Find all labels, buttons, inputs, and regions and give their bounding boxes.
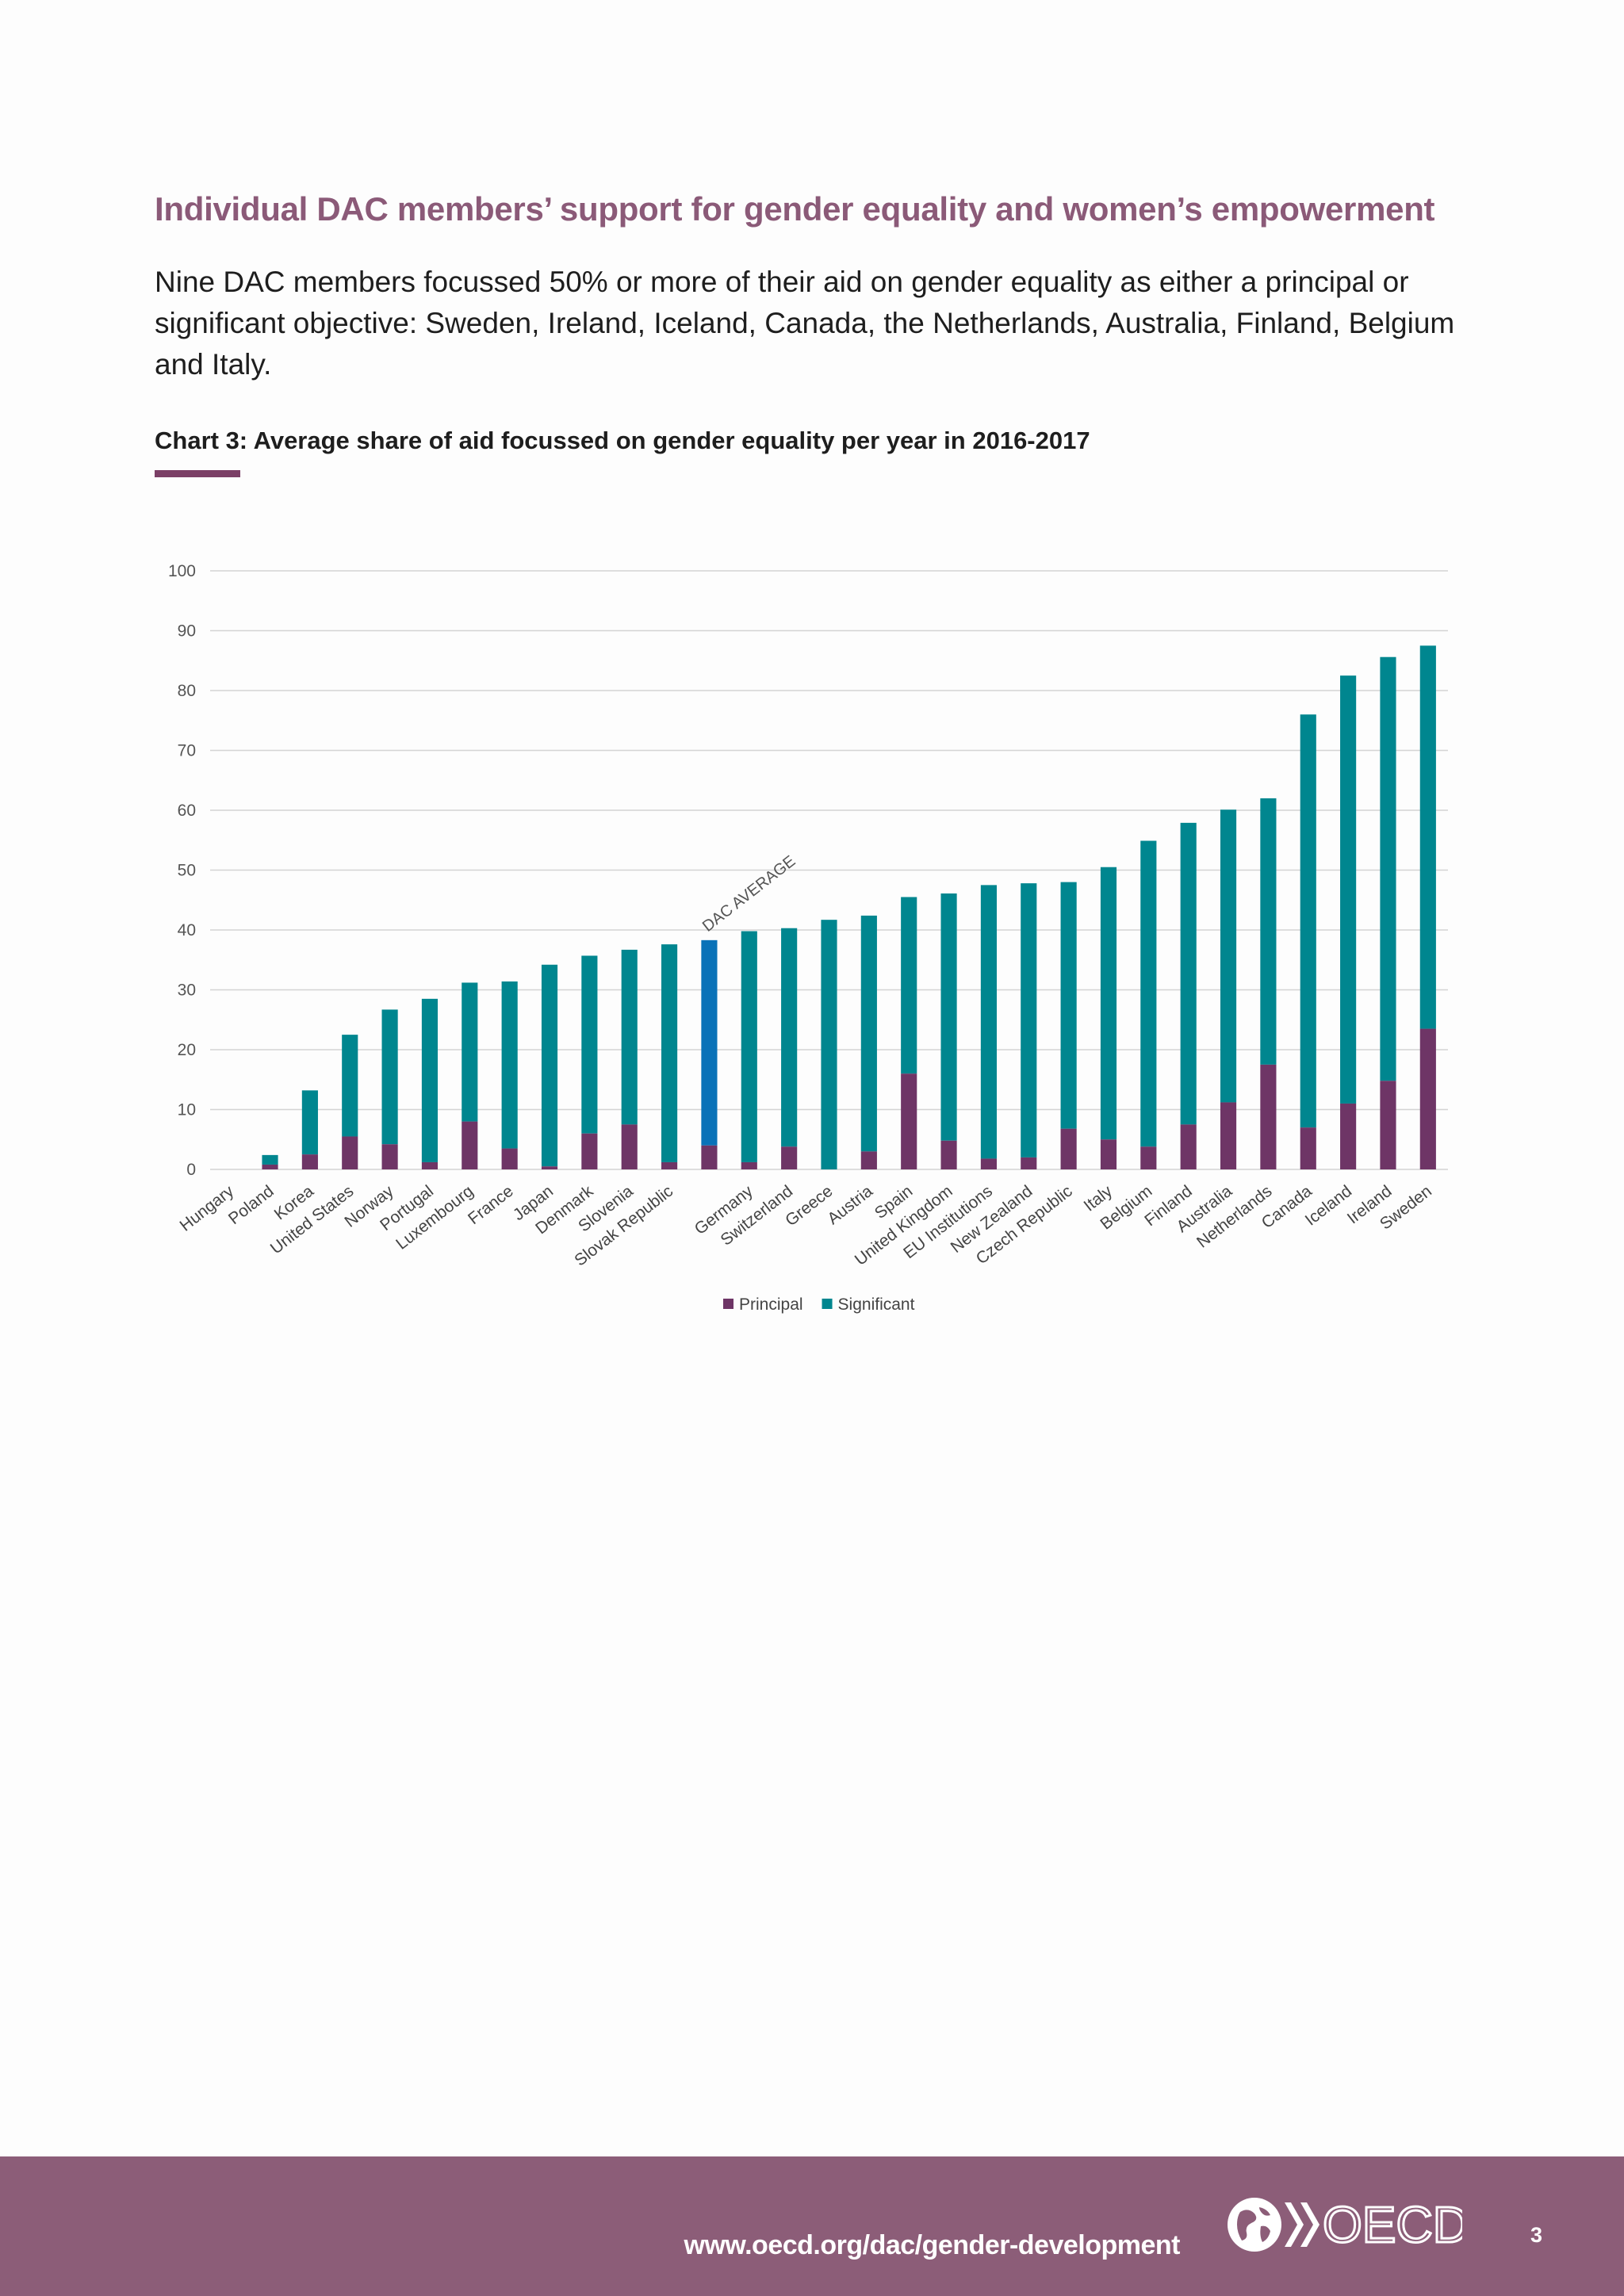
chevron-icon (1300, 2202, 1320, 2247)
bar-significant (901, 897, 917, 1074)
bar-significant (421, 998, 439, 1162)
x-tick-label: Hungary (177, 1182, 238, 1235)
bar-principal (1260, 1064, 1277, 1169)
bar-principal (301, 1154, 318, 1169)
bar-significant (381, 1009, 398, 1145)
legend-swatch-significant (822, 1299, 833, 1309)
oecd-logo-text: OECD (1323, 2196, 1462, 2253)
y-tick-label: 100 (168, 562, 196, 580)
bar-principal (661, 1161, 678, 1169)
y-tick-label: 10 (178, 1101, 196, 1119)
bar-significant (1380, 656, 1396, 1081)
legend: Principal Significant (723, 1295, 915, 1314)
bar-principal (1100, 1139, 1117, 1169)
bar-significant (301, 1090, 318, 1155)
x-tick-label: Iceland (1302, 1182, 1356, 1230)
x-tick-label: Austria (824, 1182, 876, 1229)
bar-significant (1340, 675, 1357, 1104)
bar-principal (262, 1164, 278, 1169)
bar-principal (1380, 1081, 1396, 1169)
x-tick-label: France (465, 1182, 517, 1228)
y-tick-label: 30 (178, 982, 196, 1000)
bar-principal (1021, 1157, 1037, 1169)
bar-significant (860, 915, 877, 1152)
y-tick-label: 20 (178, 1041, 196, 1059)
bar-significant (1021, 883, 1037, 1158)
y-tick-label: 80 (178, 682, 196, 700)
bar-principal (1180, 1124, 1197, 1169)
bar-principal (1340, 1103, 1357, 1169)
bar-significant (1419, 645, 1436, 1029)
bar-significant (1100, 867, 1117, 1140)
bars-layer (262, 645, 1436, 1169)
bar-principal (781, 1146, 798, 1169)
bar-principal (462, 1121, 478, 1169)
bar-dac-average-principal (701, 1145, 718, 1169)
chevron-icon (1285, 2202, 1304, 2247)
bar-significant (1220, 809, 1237, 1103)
footer-bar: www.oecd.org/dac/gender-development OECD… (0, 2156, 1624, 2296)
bar-significant (741, 931, 757, 1162)
y-tick-label: 90 (178, 622, 196, 641)
bar-significant (980, 885, 997, 1159)
bar-principal (621, 1124, 638, 1169)
page-number: 3 (1530, 2223, 1543, 2247)
bar-principal (581, 1133, 598, 1169)
dac-average-annotation: DAC AVERAGE (699, 852, 799, 936)
bar-principal (940, 1140, 957, 1169)
bar-principal (980, 1158, 997, 1169)
bar-significant (541, 964, 558, 1167)
bar-principal (501, 1148, 518, 1169)
page-heading: Individual DAC members’ support for gend… (155, 190, 1435, 228)
bar-principal (860, 1151, 877, 1169)
legend-label: Significant (838, 1295, 915, 1314)
x-tick-label: Poland (225, 1182, 278, 1228)
bar-significant (1300, 714, 1316, 1128)
bar-significant (661, 944, 678, 1162)
caption-rule (155, 470, 240, 477)
bar-significant (501, 981, 518, 1149)
bar-significant (1180, 822, 1197, 1125)
bar-dac-average-significant (701, 939, 718, 1146)
bar-principal (1300, 1127, 1316, 1169)
bar-principal (1140, 1146, 1157, 1169)
bar-principal (342, 1136, 358, 1169)
y-tick-label: 50 (178, 862, 196, 880)
y-tick-label: 40 (178, 921, 196, 939)
bar-significant (621, 949, 638, 1125)
grid-layer: 0 10 20 30 40 50 60 70 80 90 100 (168, 562, 1448, 1179)
bar-significant (1140, 840, 1157, 1147)
legend-label: Principal (739, 1295, 803, 1314)
intro-paragraph: Nine DAC members focussed 50% or more of… (155, 266, 1455, 381)
bar-significant (781, 928, 798, 1147)
bar-principal (1060, 1128, 1077, 1169)
bar-significant (1060, 882, 1077, 1129)
bar-principal (741, 1161, 757, 1169)
y-tick-label: 60 (178, 802, 196, 820)
chart-caption: Chart 3: Average share of aid focussed o… (155, 427, 1090, 454)
oecd-logo: OECD (1228, 2195, 1462, 2255)
bar-significant (1260, 798, 1277, 1065)
bar-principal (381, 1144, 398, 1169)
legend-swatch-principal (723, 1299, 733, 1309)
bar-significant (342, 1035, 358, 1137)
bar-significant (821, 920, 837, 1169)
bar-principal (1419, 1028, 1436, 1169)
globe-icon (1228, 2198, 1281, 2252)
y-tick-label: 0 (186, 1161, 196, 1179)
gender-aid-bar-chart: 0 10 20 30 40 50 60 70 80 90 100 HungaryPolandKore… (168, 562, 1448, 1314)
y-tick-label: 70 (178, 742, 196, 760)
footer-url-link[interactable]: www.oecd.org/dac/gender-development (684, 2230, 1181, 2260)
bar-principal (901, 1073, 917, 1169)
bar-significant (581, 955, 598, 1134)
bar-principal (1220, 1102, 1237, 1169)
bar-significant (462, 982, 478, 1122)
bar-principal (421, 1161, 439, 1169)
bar-significant (940, 893, 957, 1141)
bar-principal (541, 1166, 558, 1169)
bar-significant (262, 1154, 278, 1165)
